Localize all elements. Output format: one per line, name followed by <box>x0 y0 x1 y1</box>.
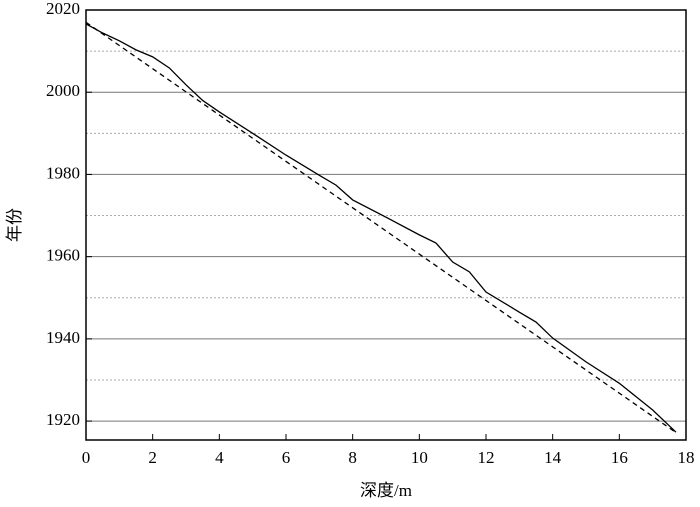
y-tick-label: 2000 <box>46 81 80 100</box>
series-line <box>85 23 677 433</box>
x-tick-label: 4 <box>215 448 224 467</box>
x-tick-label: 16 <box>611 448 628 467</box>
x-tick-label: 0 <box>82 448 91 467</box>
x-tick-label: 6 <box>282 448 291 467</box>
x-tick-label: 18 <box>678 448 695 467</box>
y-tick-label: 2020 <box>46 0 80 18</box>
y-tick-label: 1920 <box>46 410 80 429</box>
y-tick-label: 1980 <box>46 163 80 182</box>
x-tick-label: 10 <box>411 448 428 467</box>
x-axis-label: 深度/m <box>360 481 412 500</box>
plot-frame <box>85 9 687 441</box>
series-line <box>85 21 677 434</box>
x-tick-label: 14 <box>544 448 562 467</box>
y-tick-label: 1960 <box>46 246 80 265</box>
x-tick-label: 2 <box>148 448 157 467</box>
x-tick-label: 12 <box>478 448 495 467</box>
x-tick-label: 8 <box>348 448 357 467</box>
y-axis-label: 年份 <box>5 208 24 242</box>
y-tick-label: 1940 <box>46 328 80 347</box>
